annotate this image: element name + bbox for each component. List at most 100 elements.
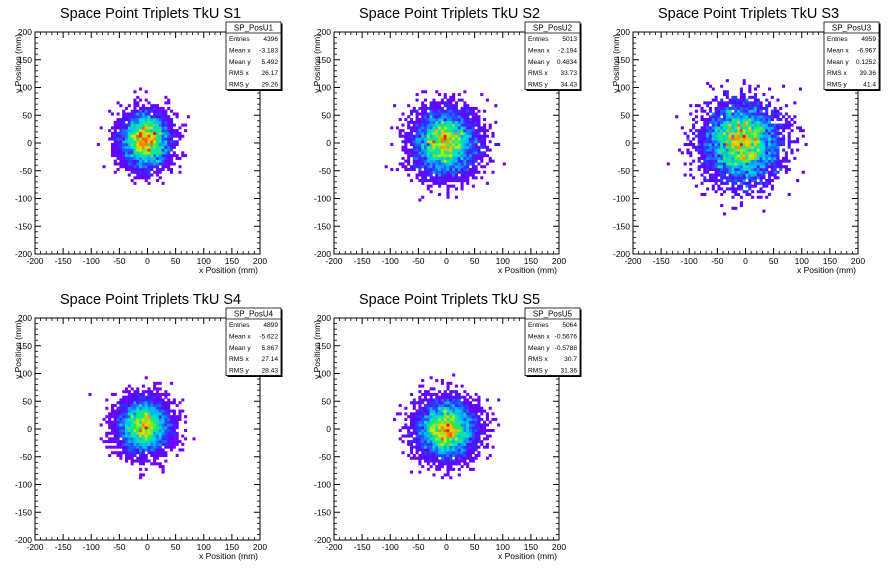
histogram-bin [426,442,430,446]
histogram-bin [469,434,473,438]
histogram-bin [155,453,159,457]
histogram-bin [429,434,433,438]
histogram-bin [460,437,464,441]
histogram-bin [144,412,148,416]
histogram-bin [731,162,735,166]
histogram-bin [457,417,461,421]
histogram-bin [728,156,732,160]
histogram-bin [407,120,411,124]
histogram-bin [480,176,484,180]
histogram-bin [756,148,760,152]
histogram-bin [432,431,436,435]
histogram-bin [153,109,157,113]
histogram-bin [122,417,126,421]
histogram-bin [443,143,447,147]
histogram-bin [424,448,428,452]
histogram-bin [384,165,388,169]
histogram-bin [694,184,698,188]
histogram-bin [418,462,422,466]
histogram-bin [125,167,129,171]
histogram-bin [452,118,456,122]
histogram-bin [759,187,763,191]
histogram-bin [720,156,724,160]
histogram-bin [454,431,458,435]
histogram-bin [407,115,411,119]
histogram-bin [751,148,755,152]
histogram-bin [454,165,458,169]
histogram-bin [108,415,112,419]
histogram-bin [429,129,433,133]
histogram-bin [742,101,746,105]
histogram-bin [756,167,760,171]
histogram-bin [457,115,461,119]
histogram-bin [153,417,157,421]
histogram-bin [424,165,428,169]
histogram-bin [454,445,458,449]
histogram-bin [457,406,461,410]
histogram-bin [409,165,413,169]
histogram-bin [127,118,131,122]
histogram-bin [130,459,134,463]
histogram-bin [125,145,129,149]
histogram-bin [426,156,430,160]
histogram-bin [432,440,436,444]
histogram-bin [421,429,425,433]
histogram-bin [768,179,772,183]
histogram-bin [440,426,444,430]
histogram-bin [161,181,165,185]
histogram-bin [167,137,171,141]
histogram-bin [449,167,453,171]
histogram-bin [703,129,707,133]
histogram-bin [155,173,159,177]
stats-value: 31.36 [560,367,577,374]
histogram-bin [167,156,171,160]
histogram-bin [116,437,120,441]
histogram-bin [765,106,769,110]
histogram-bin [130,434,134,438]
histogram-bin [751,151,755,155]
histogram-bin [773,159,777,163]
histogram-bin [454,140,458,144]
histogram-bin [136,137,140,141]
histogram-bin [725,162,729,166]
histogram-bin [125,134,129,138]
histogram-bin [136,156,140,160]
histogram-bin [463,115,467,119]
histogram-bin [734,176,738,180]
histogram-bin [158,148,162,152]
histogram-bin [725,129,729,133]
histogram-bin [432,473,436,477]
histogram-bin [421,134,425,138]
histogram-bin [435,173,439,177]
histogram-bin [136,95,140,99]
histogram-bin [474,131,478,135]
histogram-bin [429,453,433,457]
histogram-bin [731,167,735,171]
histogram-bin [401,434,405,438]
histogram-bin [759,173,763,177]
histogram-bin [141,176,145,180]
histogram-bin [454,390,458,394]
y-tick-label: -150 [314,221,331,231]
histogram-bin [418,198,422,202]
histogram-bin [122,129,126,133]
histogram-bin [435,440,439,444]
histogram-bin [147,398,151,402]
histogram-bin [776,118,780,122]
histogram-bin [415,423,419,427]
histogram-bin [454,426,458,430]
stats-value: 39.36 [859,70,876,77]
histogram-bin [175,154,179,158]
histogram-bin [147,143,151,147]
histogram-bin [153,392,157,396]
histogram-bin [110,445,114,449]
histogram-bin [443,137,447,141]
histogram-bin [466,123,470,127]
histogram-bin [153,134,157,138]
histogram-bin [139,404,143,408]
histogram-bin [776,176,780,180]
histogram-bin [446,415,450,419]
histogram-bin [773,123,777,127]
histogram-bin [452,98,456,102]
